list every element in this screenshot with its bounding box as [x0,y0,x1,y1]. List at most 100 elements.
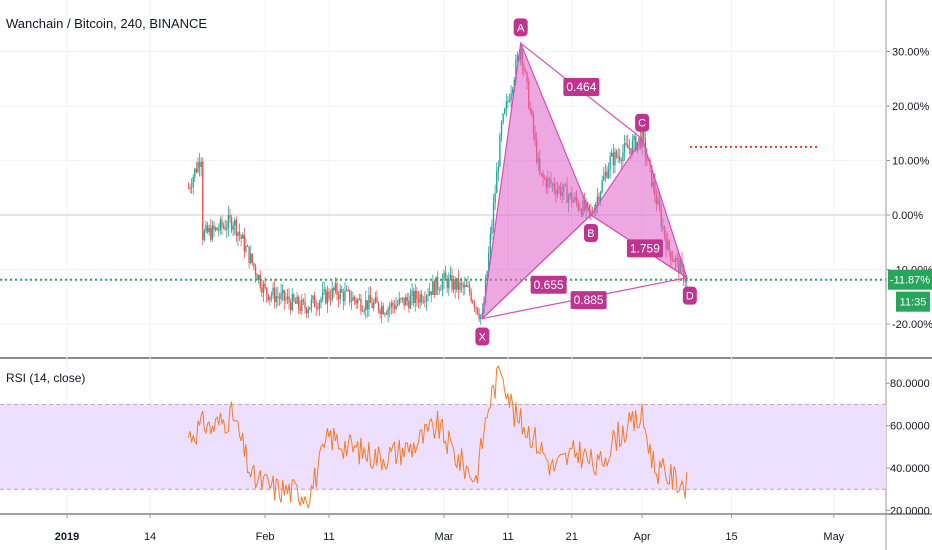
candle-body [384,313,386,315]
candle-body [226,228,228,230]
candle-body [427,295,429,297]
current-price-tag: -11.87% 11:35 [888,269,932,312]
candle-body [229,215,231,218]
candle-body [406,297,408,301]
candle-body [264,283,266,288]
candle-body [299,307,301,311]
candle-body [505,101,508,109]
candle-body [337,294,340,300]
candle-body [599,192,602,201]
pattern-point-label: C [635,113,650,132]
ratio-label-bg [530,275,567,294]
candle-body [248,246,250,264]
candle-body [502,113,504,123]
point-label-bg [583,224,598,242]
candle-body [373,302,375,308]
candle-body [456,278,458,290]
candle-body [628,148,631,150]
rsi-line [187,365,688,510]
candle-body [310,299,313,308]
point-label-bg [682,286,697,305]
candle-body [358,298,361,300]
candle-body [512,88,514,94]
candle-body [617,156,619,158]
candle-body [444,272,447,279]
candle-body [449,274,452,278]
candle-body [313,295,316,307]
candle-body [622,152,624,162]
candle-body [462,284,464,288]
candle-body [440,289,442,291]
candle-body [387,308,389,315]
candle-body [342,292,345,301]
candle-body [603,176,605,181]
price-tick-label: 10.00% [892,156,930,168]
candle-body [392,303,394,307]
candle-body [411,290,413,296]
candle-body [289,302,292,311]
candle-body [623,143,626,153]
candle-body [232,225,234,230]
candle-body [376,297,378,303]
candle-body [208,227,210,233]
candle-body [291,294,293,311]
candle-body [454,279,456,290]
pattern-point-label: X [475,327,490,346]
candle-body [320,298,322,303]
candle-body [214,227,217,230]
candle-body [286,296,289,300]
candle-body [326,291,329,304]
candle-body [460,282,463,285]
candle-body [302,299,305,302]
candle-body [285,299,287,301]
candle-body [446,278,448,289]
candle-body [206,225,209,233]
candle-body [609,156,611,170]
rsi-title: RSI (14, close) [6,371,86,385]
candle-body [345,289,348,291]
candle-body [500,122,503,136]
time-axis-label: Feb [256,531,275,543]
time-axis-label: 11 [502,531,513,543]
candle-body [347,289,349,291]
time-axis-label: Apr [634,531,651,543]
point-label-text: C [638,118,646,130]
candle-body [412,290,415,304]
candle-body [210,227,212,240]
candle-body [278,297,281,299]
time-axis-label: May [823,531,844,543]
candle-body [684,280,686,282]
candle-body [472,300,474,303]
candle-body [250,253,252,264]
candle-body [265,287,268,295]
candle-body [604,171,607,177]
candle-body [259,274,261,288]
candle-body [309,307,311,310]
candle-body [478,313,480,319]
candle-body [325,289,327,304]
candle-body [424,300,426,302]
candle-body [468,285,471,292]
candle-body [219,219,222,231]
candle-body [430,291,432,295]
pattern-point-label: D [682,286,697,305]
candle-body [420,294,423,302]
price-tag-bg [888,269,932,290]
candle-body [230,217,233,230]
candle-body [200,161,202,167]
candle-body [318,302,321,309]
candle-body [328,291,330,299]
candle-body [620,160,623,162]
candle-body [470,291,472,301]
price-tick-label: -20.00% [892,319,932,331]
candle-body [371,303,373,308]
candle-body [507,101,509,103]
candle-body [631,140,634,154]
candle-body [395,305,397,310]
candle-body [607,169,610,178]
time-axis-label: 21 [566,531,578,543]
time-axis-label: 15 [725,531,737,543]
candle-body [304,301,306,309]
